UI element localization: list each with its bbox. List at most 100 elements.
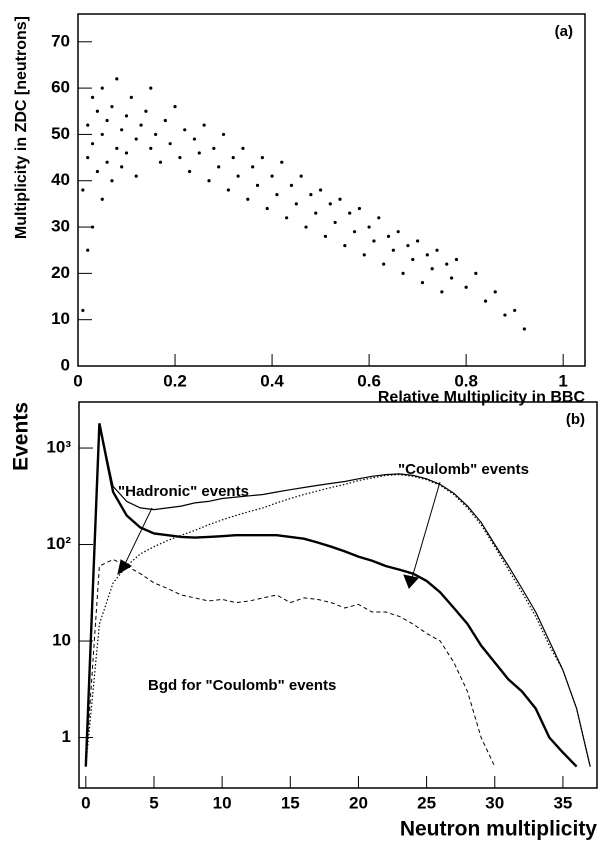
y-tick-label: 20: [51, 263, 70, 282]
point: [236, 174, 240, 178]
point: [367, 225, 371, 229]
point: [309, 193, 313, 197]
y-tick-label: 50: [51, 124, 70, 143]
point: [212, 146, 216, 150]
point: [139, 123, 143, 127]
point: [226, 188, 231, 192]
x-tick-label: 0.8: [454, 371, 478, 390]
series-line: [84, 423, 578, 768]
point: [202, 123, 206, 127]
point: [260, 155, 264, 160]
point: [425, 253, 429, 257]
point: [86, 248, 90, 252]
x-tick-label: 30: [485, 793, 504, 812]
y-axis-title: Events: [10, 402, 33, 471]
y-tick-label: 0: [61, 355, 70, 374]
series-line: [85, 423, 591, 767]
point: [275, 193, 279, 197]
plot-frame: [77, 13, 586, 367]
x-tick-label: 10: [213, 793, 232, 812]
x-tick-label: 0: [73, 371, 82, 390]
point: [217, 165, 221, 169]
point: [221, 132, 226, 137]
point: [134, 174, 138, 178]
point: [401, 271, 405, 275]
point: [299, 174, 303, 178]
point: [144, 109, 148, 113]
arrows: [117, 481, 441, 589]
point: [110, 105, 114, 109]
x-tick-label: 1: [558, 371, 567, 390]
point: [435, 248, 439, 252]
x-tick-label: 0: [81, 793, 90, 812]
y-tick-label: 10³: [46, 438, 71, 457]
y-tick-label: 1: [62, 727, 71, 746]
point: [328, 202, 332, 206]
y-tick-label: 10²: [46, 534, 71, 553]
point: [158, 160, 163, 164]
y-tick-label: 60: [51, 78, 70, 97]
point: [411, 257, 415, 262]
arrow-hadronic: [123, 507, 153, 567]
point: [246, 197, 250, 201]
arrow-head: [403, 574, 419, 589]
x-tick-label: 25: [417, 793, 436, 812]
point: [124, 114, 129, 118]
point: [382, 262, 386, 266]
point: [129, 95, 133, 99]
y-tick-label: 10: [51, 309, 70, 328]
x-tick-label: 20: [349, 793, 368, 812]
y-tick-label: 70: [51, 31, 70, 50]
point: [251, 165, 255, 169]
x-tick-label: 35: [553, 793, 572, 812]
y-axis-title: Multiplicity in ZDC [neutrons]: [13, 16, 30, 239]
point: [304, 225, 308, 229]
point: [493, 290, 497, 294]
point: [483, 299, 488, 303]
point: [503, 313, 507, 317]
point: [183, 128, 187, 132]
point: [333, 220, 337, 225]
point: [377, 216, 381, 220]
panel-label: (a): [555, 23, 573, 40]
x-axis-title: Relative Multiplicity in BBC: [378, 389, 586, 406]
point: [149, 146, 153, 150]
x-tick-label: 5: [149, 793, 158, 812]
point: [513, 308, 517, 313]
point: [265, 206, 269, 211]
point: [391, 248, 395, 252]
plot-frame: [78, 401, 598, 789]
point: [81, 188, 85, 192]
x-tick-label: 15: [281, 793, 300, 812]
point: [105, 118, 109, 123]
x-axis-title: Neutron multiplicity: [400, 818, 597, 841]
point: [357, 206, 361, 211]
point: [149, 86, 153, 90]
point: [285, 216, 289, 220]
panel: 0 5 10 15 20 25 30 35 1 10 10² 10³ (b) Neutron multip…: [10, 401, 598, 841]
point: [178, 155, 182, 160]
x-tick-label: 0.2: [163, 371, 187, 390]
x-tick-label: 0.4: [260, 371, 284, 390]
point: [231, 155, 235, 160]
point: [406, 243, 410, 248]
arrow-coulomb: [411, 481, 441, 579]
point: [187, 169, 192, 174]
point: [81, 308, 85, 313]
point: [396, 230, 400, 234]
y-tick-label: 10: [52, 631, 71, 650]
point: [430, 267, 434, 271]
point: [454, 257, 459, 262]
annotation: "Coulomb" events: [398, 461, 529, 478]
point: [100, 86, 104, 90]
point: [449, 276, 454, 280]
y-tick-label: 30: [51, 217, 70, 236]
point: [343, 243, 347, 248]
x-tick-label: 0.6: [357, 371, 381, 390]
point: [110, 179, 114, 183]
point: [314, 211, 318, 215]
point: [338, 197, 342, 201]
point: [173, 105, 177, 109]
